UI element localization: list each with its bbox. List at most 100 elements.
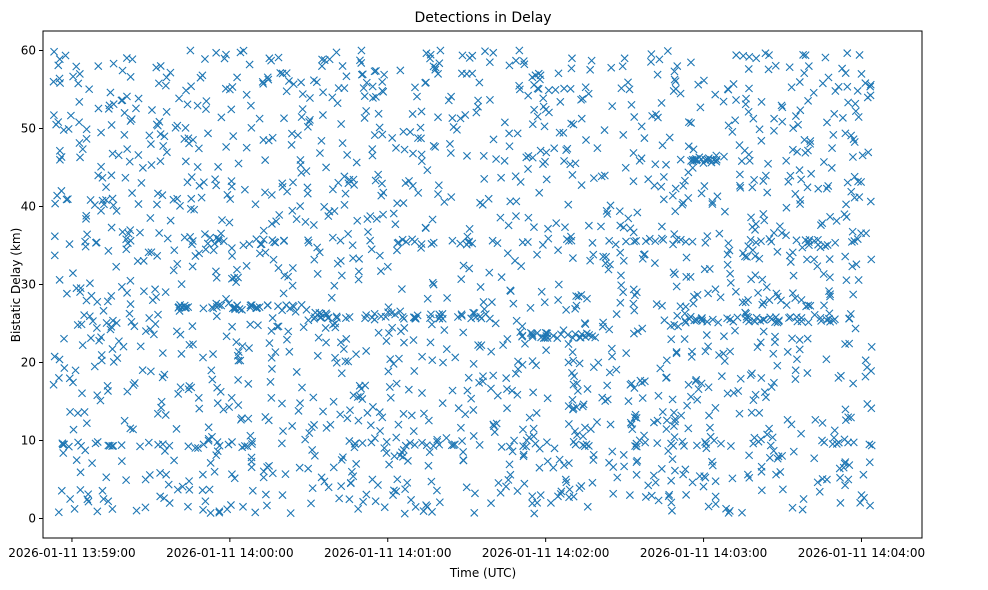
data-point xyxy=(676,302,685,311)
data-point xyxy=(851,107,860,116)
data-point xyxy=(667,506,676,515)
data-point xyxy=(416,123,425,132)
data-point xyxy=(423,294,432,303)
data-point xyxy=(54,373,63,382)
data-point xyxy=(539,160,547,169)
data-point xyxy=(352,158,361,167)
data-point xyxy=(816,313,825,322)
data-point xyxy=(246,101,255,110)
data-point xyxy=(745,52,754,61)
data-point xyxy=(776,296,785,305)
x-tick-label: 2026-01-11 14:04:00 xyxy=(798,546,925,560)
data-point xyxy=(652,300,661,309)
data-point xyxy=(210,239,219,248)
data-point xyxy=(288,264,297,272)
data-point xyxy=(186,204,195,213)
data-point xyxy=(667,498,676,507)
data-point xyxy=(621,163,630,172)
data-point xyxy=(542,148,551,157)
data-point xyxy=(757,462,766,471)
data-point xyxy=(289,178,297,187)
data-point xyxy=(448,386,457,395)
data-point xyxy=(69,425,78,434)
data-point xyxy=(213,399,222,408)
data-point xyxy=(366,236,375,245)
data-point xyxy=(129,381,138,389)
data-point xyxy=(271,348,280,357)
data-point xyxy=(529,424,538,433)
data-point xyxy=(619,130,628,139)
data-point xyxy=(418,389,426,397)
data-point xyxy=(553,334,562,343)
data-point xyxy=(536,491,545,500)
data-point xyxy=(158,373,167,382)
data-point xyxy=(345,495,354,504)
data-point xyxy=(317,136,326,145)
data-point xyxy=(109,201,118,210)
data-point xyxy=(608,102,617,111)
data-point xyxy=(303,122,312,131)
data-point xyxy=(514,357,523,366)
data-point xyxy=(670,230,679,239)
data-point xyxy=(795,78,804,87)
data-point xyxy=(240,441,249,450)
data-point xyxy=(603,381,612,390)
data-point xyxy=(247,123,256,132)
data-point xyxy=(225,218,234,227)
data-point xyxy=(331,353,340,362)
data-point xyxy=(187,173,196,182)
data-point xyxy=(108,194,117,203)
data-point xyxy=(197,193,206,202)
data-point xyxy=(209,350,218,359)
data-point xyxy=(104,246,113,255)
data-point xyxy=(480,305,489,314)
data-point xyxy=(786,257,795,266)
data-point xyxy=(223,190,232,199)
data-point xyxy=(577,95,586,104)
data-point xyxy=(657,464,666,473)
data-point xyxy=(329,463,338,472)
data-point xyxy=(328,233,337,242)
data-point xyxy=(282,69,291,78)
data-point xyxy=(810,255,819,264)
data-point xyxy=(680,335,689,344)
data-point xyxy=(667,335,676,344)
data-point xyxy=(358,439,367,448)
x-tick-label: 2026-01-11 14:02:00 xyxy=(482,546,609,560)
data-point xyxy=(93,507,102,516)
data-point xyxy=(712,151,721,160)
data-point xyxy=(228,82,237,91)
data-point xyxy=(577,482,586,491)
data-point xyxy=(583,294,591,303)
data-point xyxy=(334,178,343,187)
data-point xyxy=(336,338,345,347)
data-point xyxy=(457,310,466,319)
data-point xyxy=(392,487,401,496)
data-point xyxy=(506,287,515,296)
data-point xyxy=(858,151,867,160)
data-point xyxy=(362,106,371,115)
data-point xyxy=(530,509,539,518)
data-point xyxy=(277,439,286,448)
data-point xyxy=(556,97,565,106)
data-point xyxy=(740,252,749,261)
data-point xyxy=(606,420,615,429)
data-point xyxy=(544,224,552,233)
data-point xyxy=(394,420,403,429)
data-point xyxy=(66,495,75,504)
data-point xyxy=(195,404,204,413)
data-point xyxy=(750,175,759,184)
data-point xyxy=(421,224,430,233)
data-point xyxy=(98,173,107,182)
data-point xyxy=(72,62,81,71)
data-point xyxy=(577,181,586,190)
data-point xyxy=(863,363,872,372)
data-point xyxy=(711,477,720,486)
data-point xyxy=(219,405,228,414)
data-point xyxy=(759,315,768,324)
data-point xyxy=(587,56,596,65)
data-point xyxy=(109,357,118,366)
data-point xyxy=(723,314,732,323)
data-point xyxy=(744,313,753,322)
